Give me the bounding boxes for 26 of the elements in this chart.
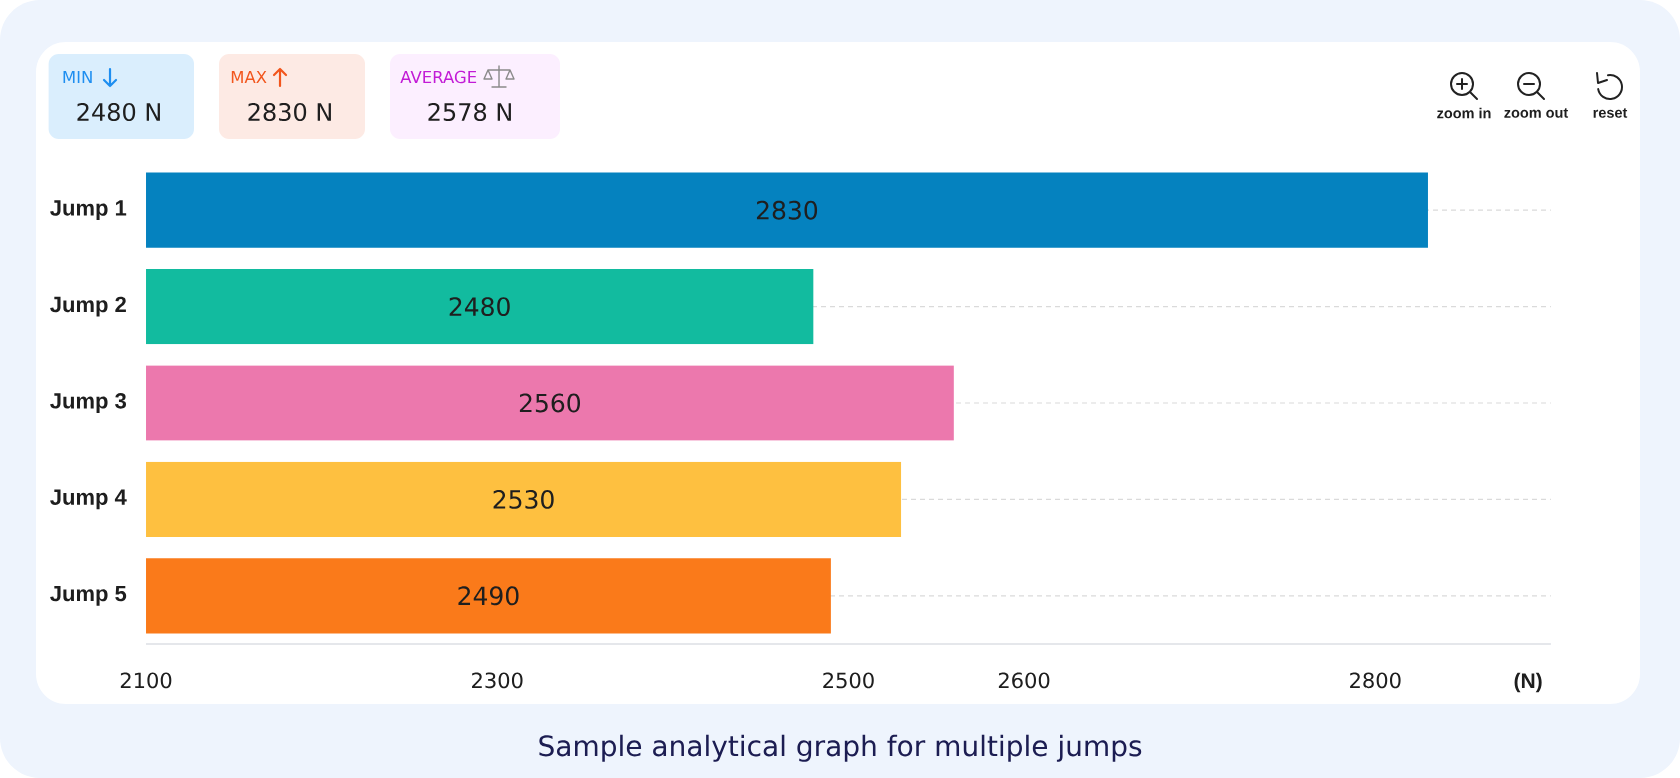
x-tick-label: 2600 <box>998 672 1050 689</box>
text: 2480 N <box>77 102 160 122</box>
y-tick-label: Jump 2 <box>50 296 126 317</box>
text: MIN <box>63 70 92 84</box>
y-tick-label: Jump 3 <box>50 393 127 413</box>
data-label: 2490 <box>458 586 519 606</box>
y-tick-label: Jump 1 <box>50 200 127 221</box>
text: reset <box>1593 108 1628 118</box>
data-label: 2560 <box>519 393 581 413</box>
y-tick-label: Jump 5 <box>50 585 127 606</box>
text: 2578 N <box>428 102 511 122</box>
text: zoom in <box>1437 107 1491 119</box>
x-tick-label: 2100 <box>120 672 172 689</box>
text: MAX <box>231 70 267 84</box>
text: AVERAGE <box>400 70 477 84</box>
x-tick-label: 2300 <box>472 672 523 689</box>
text: 2830 N <box>248 102 331 122</box>
text: Sample analytical graph for multiple jumps <box>539 734 1142 762</box>
x-tick-label: 2800 <box>1350 672 1401 689</box>
text: zoom out <box>1504 108 1569 118</box>
y-tick-label: Jump 4 <box>50 489 127 510</box>
x-axis-title: (N) <box>1514 672 1542 693</box>
data-label: 2830 <box>756 200 818 220</box>
data-label: 2480 <box>449 297 510 317</box>
x-tick-label: 2500 <box>823 672 874 689</box>
data-label: 2530 <box>493 489 554 509</box>
